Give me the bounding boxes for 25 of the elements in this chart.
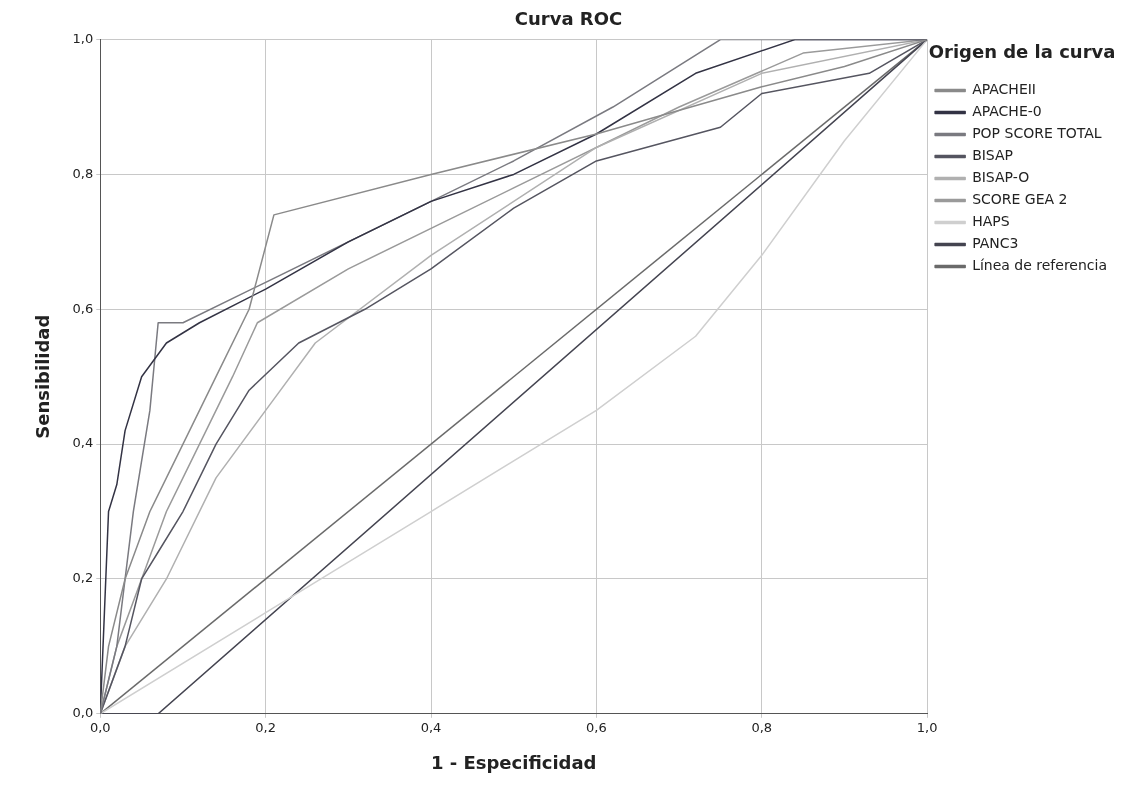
- y-tick-label: 0,2: [72, 570, 94, 586]
- legend-label: APACHE-0: [972, 103, 1042, 120]
- legend-label: SCORE GEA 2: [972, 191, 1068, 208]
- legend-label: APACHEII: [972, 81, 1037, 98]
- legend-label: PANC3: [972, 235, 1019, 252]
- y-tick-label: 0,8: [72, 165, 94, 181]
- legend-label: Línea de referencia: [972, 257, 1107, 274]
- y-tick-label: 0,0: [72, 705, 94, 721]
- legend-label: POP SCORE TOTAL: [972, 125, 1102, 142]
- x-tick-label: 0,4: [420, 719, 442, 735]
- x-tick-label: 0,0: [89, 719, 111, 735]
- chart-title: Curva ROC: [514, 8, 623, 30]
- x-tick-label: 0,6: [586, 719, 607, 735]
- y-tick-label: 0,4: [72, 435, 94, 451]
- legend-label: HAPS: [972, 213, 1010, 230]
- x-tick-label: 1,0: [916, 719, 938, 735]
- y-axis-title: Sensibilidad: [32, 314, 54, 439]
- legend-label: BISAP: [972, 147, 1014, 164]
- y-tick-label: 0,6: [72, 300, 94, 316]
- x-tick-label: 0,2: [255, 719, 276, 735]
- x-tick-label: 0,8: [751, 719, 773, 735]
- legend-title: Origen de la curva: [928, 40, 1116, 62]
- y-tick-label: 1,0: [72, 30, 94, 46]
- legend-label: BISAP-O: [972, 169, 1030, 186]
- x-axis-title: 1 - Especificidad: [430, 751, 597, 773]
